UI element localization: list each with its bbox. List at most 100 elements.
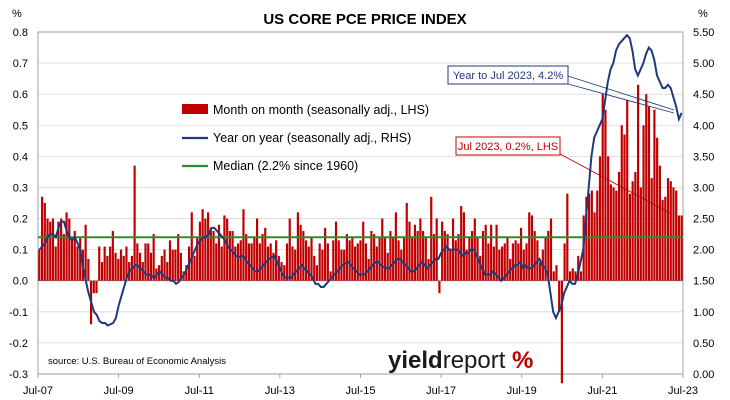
mom-bar: [631, 181, 634, 281]
yoy-annotation-text: Year to Jul 2023, 4.2%: [453, 70, 564, 82]
yoy-annotation-box: [447, 65, 569, 85]
mom-bar: [544, 237, 547, 281]
mom-bar: [65, 212, 68, 281]
mom-bar: [217, 224, 221, 281]
yoy-callout-line-2: [567, 75, 675, 111]
mom-bar: [500, 246, 504, 281]
mom-bar: [666, 178, 670, 281]
mom-bar: [634, 171, 637, 281]
mom-bar: [114, 252, 117, 281]
mom-bar: [321, 249, 324, 281]
x-tick-label: Jul-17: [426, 385, 456, 397]
mom-bar: [484, 224, 487, 281]
mom-bar: [294, 249, 297, 281]
x-tick-label: Jul-15: [346, 385, 376, 397]
left-axis-unit: %: [12, 8, 22, 20]
mom-bar: [100, 262, 104, 281]
x-axis: Jul-07 Jul-09 Jul-11 Jul-13 Jul-15 Jul-17 Jul-…: [23, 374, 698, 397]
mom-bar: [109, 246, 112, 281]
mom-bar: [637, 84, 640, 281]
logo-percent-icon: %: [512, 347, 533, 374]
right-tick-label: 0.00: [693, 369, 714, 381]
mom-bar: [490, 224, 493, 281]
x-tick-label: Jul-13: [265, 385, 295, 397]
mom-bar: [258, 243, 261, 281]
mom-bar: [266, 246, 270, 281]
mom-bar: [620, 125, 623, 281]
mom-bar: [422, 230, 425, 281]
right-tick-label: 3.50: [693, 151, 714, 163]
mom-bar: [236, 243, 240, 281]
mom-bar: [487, 243, 490, 281]
mom-bar: [669, 181, 672, 281]
mom-bar: [590, 190, 593, 281]
x-tick-label: Jul-09: [104, 385, 134, 397]
mom-bar: [49, 221, 52, 281]
mom-bar: [525, 243, 528, 281]
mom-bar: [62, 234, 65, 281]
mom-bar: [647, 106, 651, 281]
mom-bar: [307, 246, 310, 281]
mom-bar: [147, 243, 150, 281]
left-tick-label: 0.8: [13, 27, 28, 39]
mom-bar: [547, 230, 550, 281]
mom-bar: [609, 184, 612, 281]
mom-bar: [381, 218, 384, 281]
mom-bar: [370, 230, 373, 281]
mom-bar: [405, 203, 408, 281]
mom-bar: [400, 249, 403, 281]
mom-bar: [179, 252, 182, 281]
mom-bar: [40, 196, 44, 281]
mom-bar: [117, 258, 120, 281]
mom-bar: [449, 249, 452, 281]
mom-bar: [106, 255, 109, 281]
mom-bar: [560, 280, 563, 384]
right-axis-unit: %: [698, 8, 708, 20]
mom-bar: [212, 230, 215, 281]
mom-bar: [163, 249, 166, 281]
legend: Month on month (seasonally adj., LHS) Ye…: [182, 103, 429, 173]
mom-bar: [70, 237, 74, 281]
mom-bar: [672, 187, 675, 281]
mom-bar: [427, 258, 430, 281]
mom-bar: [242, 209, 245, 281]
mom-bar: [345, 234, 348, 281]
mom-bar: [264, 227, 267, 281]
mom-bar: [310, 237, 313, 281]
mom-bar: [563, 243, 566, 281]
mom-bar: [402, 237, 406, 281]
left-tick-label: -0.3: [9, 369, 28, 381]
mom-bar: [362, 221, 365, 281]
mom-bar: [517, 243, 520, 281]
mom-bar: [190, 212, 193, 281]
mom-bar: [607, 156, 610, 281]
mom-bar: [255, 218, 259, 281]
mom-bar: [468, 237, 471, 281]
mom-bar: [539, 262, 542, 281]
mom-bar: [334, 221, 338, 281]
mom-bar: [528, 212, 531, 281]
mom-bar: [364, 243, 368, 281]
left-tick-label: 0.2: [13, 214, 28, 226]
mom-bar: [481, 230, 485, 281]
mom-bar: [133, 165, 136, 281]
left-tick-label: 0.4: [13, 151, 28, 163]
mom-bar: [315, 265, 319, 281]
mom-bar: [664, 196, 667, 281]
left-axis: -0.3 -0.2 -0.1 0.0 0.1 0.2 0.3 0.4 0.5 0.6 0.7 0.8: [9, 27, 28, 381]
legend-swatch-mom: [182, 104, 208, 114]
mom-bar: [95, 280, 98, 294]
mom-bar: [149, 252, 153, 281]
mom-bar: [653, 109, 656, 281]
mom-bar: [234, 246, 237, 281]
mom-bar: [479, 255, 482, 281]
mom-bar: [348, 240, 351, 281]
mom-bar: [552, 271, 555, 281]
right-axis: 0.00 0.50 1.00 1.50 2.00 2.50 3.00 3.50 4.00 4.50…: [693, 27, 714, 381]
left-tick-label: -0.1: [9, 307, 28, 319]
mom-bar: [261, 234, 264, 281]
mom-bar: [680, 215, 683, 281]
yieldreport-logo: yieldreport %: [388, 347, 533, 374]
mom-bar: [506, 237, 509, 281]
mom-bar: [73, 230, 76, 281]
